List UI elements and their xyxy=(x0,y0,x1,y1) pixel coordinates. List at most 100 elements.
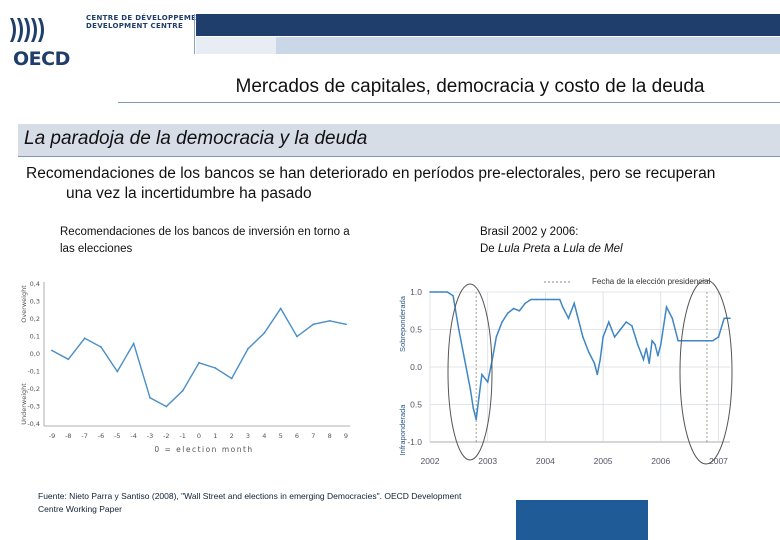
right-data-point xyxy=(665,306,668,308)
right-x-tick-label: 2003 xyxy=(478,456,497,466)
left-data-point xyxy=(67,358,70,361)
right-x-tick-label: 2007 xyxy=(709,456,728,466)
right-caption-line1: Brasil 2002 y 2006: xyxy=(480,226,579,238)
right-data-point xyxy=(458,328,460,331)
election-2002-ellipse xyxy=(447,283,493,461)
left-y-tick-label: 0,1 xyxy=(30,333,40,341)
left-data-point xyxy=(51,349,53,352)
left-x-tick-label: 2 xyxy=(230,432,234,440)
right-data-point xyxy=(711,339,714,342)
left-x-tick-label: -7 xyxy=(81,432,87,440)
left-data-point xyxy=(312,323,315,326)
right-data-point xyxy=(587,351,590,353)
header-band-dark xyxy=(196,14,780,36)
left-data-point xyxy=(296,335,298,338)
development-centre-name: CENTRE DE DÉVELOPPEMENT DEVELOPMENT CENT… xyxy=(86,14,208,30)
right-x-tick-label: 2004 xyxy=(536,456,555,466)
left-data-point xyxy=(100,346,102,348)
right-data-point xyxy=(472,407,475,410)
right-data-point xyxy=(717,336,720,338)
right-chart-caption: Brasil 2002 y 2006: De Lula Preta a Lula… xyxy=(480,224,760,258)
right-ylabel-top: Sobreponderada xyxy=(398,295,407,352)
left-x-tick-label: -3 xyxy=(147,432,153,440)
right-data-point xyxy=(671,317,674,320)
right-data-point xyxy=(512,307,515,310)
oecd-logo-mark xyxy=(10,18,44,42)
right-data-point xyxy=(602,336,604,338)
left-data-point xyxy=(345,323,347,326)
left-y-tick-label: 0,0 xyxy=(30,350,40,358)
right-data-point xyxy=(608,321,610,323)
left-data-point xyxy=(149,396,151,399)
caption-prefix: De xyxy=(480,243,498,255)
right-data-point xyxy=(501,321,503,323)
left-data-point xyxy=(198,361,200,364)
section-divider xyxy=(18,156,780,157)
right-data-point xyxy=(576,313,578,316)
left-chart-caption: Recomendaciones de los bancos de inversi… xyxy=(60,226,350,255)
election-2006-ellipse xyxy=(679,279,733,465)
right-data-point xyxy=(642,358,645,361)
right-data-point xyxy=(561,306,564,308)
right-x-tick-label: 2006 xyxy=(651,456,670,466)
right-x-tick-label: 2005 xyxy=(594,456,613,466)
left-data-point xyxy=(230,377,233,380)
right-data-point xyxy=(657,354,659,357)
left-x-tick-label: 4 xyxy=(262,432,266,440)
left-x-tick-label: -2 xyxy=(163,432,169,440)
right-data-point xyxy=(700,339,702,342)
right-y-tick-label: 0.5 xyxy=(410,325,422,335)
left-x-tick-label: -9 xyxy=(49,432,55,440)
right-data-point xyxy=(475,418,477,421)
right-data-point xyxy=(446,291,449,293)
right-data-point xyxy=(723,317,726,320)
caption-to: Lula de Mel xyxy=(563,243,623,255)
oecd-logo-text: OECD xyxy=(13,48,70,70)
right-y-tick-label: -1.0 xyxy=(407,437,422,447)
right-data-point xyxy=(683,339,685,342)
left-x-tick-label: -4 xyxy=(130,432,136,440)
right-data-point xyxy=(625,321,627,323)
left-y-tick-label: -0,3 xyxy=(27,403,40,411)
left-x-tick-label: 6 xyxy=(295,432,299,440)
header-band-gray xyxy=(196,37,276,54)
right-data-point xyxy=(596,373,599,376)
right-data-point xyxy=(547,298,550,301)
right-data-point xyxy=(677,339,679,342)
left-data-point xyxy=(83,337,86,340)
right-data-point xyxy=(651,339,653,342)
left-y-tick-label: 0,4 xyxy=(30,280,40,288)
right-data-point xyxy=(452,294,454,297)
left-ylabel-bottom: Underweight xyxy=(20,383,28,425)
left-x-tick-label: 7 xyxy=(311,432,315,440)
left-x-tick-label: -5 xyxy=(114,432,120,440)
left-x-tick-label: -1 xyxy=(179,432,185,440)
left-xlabel: 0 = election month xyxy=(154,445,253,454)
left-x-tick-label: 1 xyxy=(213,432,217,440)
left-data-point xyxy=(247,347,249,350)
left-y-tick-label: -0,1 xyxy=(27,368,40,376)
right-data-point xyxy=(654,343,656,346)
left-y-tick-label: -0,4 xyxy=(27,420,40,428)
right-data-point xyxy=(463,358,466,361)
left-y-tick-label: -0,2 xyxy=(27,385,40,393)
left-data-point xyxy=(181,389,184,392)
header-band-light xyxy=(276,37,780,54)
right-ylabel-bottom: Infraponderada xyxy=(398,404,407,456)
right-legend: Fecha de la elección presidencial xyxy=(592,277,711,286)
title-divider xyxy=(118,102,780,103)
left-y-tick-label: 0,3 xyxy=(30,298,40,306)
left-y-tick-label: 0,2 xyxy=(30,315,40,323)
right-data-point xyxy=(541,298,544,301)
body-paragraph: Recomendaciones de los bancos se han det… xyxy=(26,165,716,202)
left-line-chart: Overweight Underweight 0,4 0,3 0,2 0,1 0,0 -0… xyxy=(20,280,350,454)
right-data-point xyxy=(706,339,708,342)
right-y-tick-label: 0.0 xyxy=(410,362,422,372)
right-data-point xyxy=(478,396,480,398)
left-x-tick-label: 0 xyxy=(197,432,201,440)
right-data-point xyxy=(619,328,622,331)
left-x-tick-label: -6 xyxy=(98,432,104,440)
right-data-point xyxy=(524,302,526,305)
left-data-point xyxy=(263,332,266,334)
right-data-point xyxy=(694,339,697,342)
